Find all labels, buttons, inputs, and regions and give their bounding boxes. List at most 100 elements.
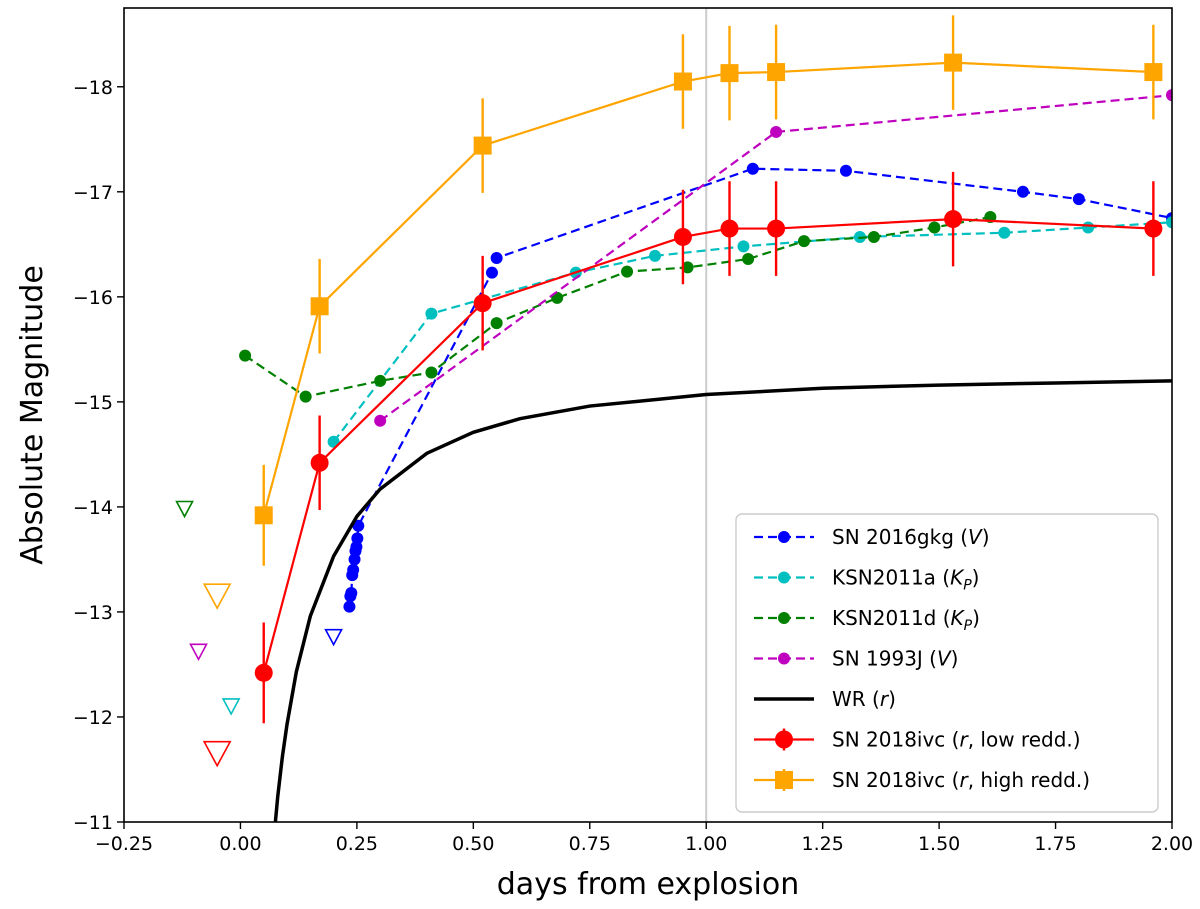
legend-name: SN 2016gkg ( (832, 525, 968, 549)
data-point (351, 532, 364, 545)
y-tick-label: −15 (73, 392, 113, 414)
legend-entry: SN 2016gkg (V) (754, 525, 990, 549)
data-point (770, 125, 783, 138)
data-point (473, 136, 492, 155)
legend-label: KSN2011a (KP) (832, 566, 979, 594)
data-point (944, 53, 963, 72)
legend-name: KSN2011a ( (832, 566, 950, 590)
legend-box (735, 513, 1159, 813)
legend-label: SN 2018ivc (r, low redd.) (832, 728, 1081, 752)
data-point (767, 63, 786, 82)
x-tick-label: 2.00 (1151, 833, 1193, 855)
legend-label: KSN2011d (KP) (832, 606, 980, 634)
y-tick-label: −14 (73, 497, 113, 519)
legend-marker (778, 612, 790, 624)
legend-band: V (968, 525, 983, 549)
y-tick-label: −16 (73, 287, 113, 309)
upper-limit-marker (202, 583, 232, 610)
legend-band: r (959, 768, 969, 792)
legend-label: SN 2018ivc (r, high redd.) (832, 768, 1090, 792)
data-point (374, 374, 387, 387)
x-tick-label: 0.00 (219, 833, 261, 855)
legend-entry: WR (r) (754, 687, 896, 711)
data-point (1166, 89, 1172, 102)
series-line (244, 215, 991, 398)
legend-entry: SN 2018ivc (r, high redd.) (754, 768, 1090, 792)
data-point (1144, 63, 1163, 82)
data-point (1082, 221, 1095, 234)
y-tick-label: −17 (73, 182, 113, 204)
legend-marker (778, 571, 790, 584)
legend-band: K (950, 566, 965, 590)
data-point (1016, 185, 1029, 198)
data-point (485, 266, 498, 279)
legend-marker (778, 652, 790, 665)
data-point (746, 162, 759, 175)
data-point (1144, 219, 1163, 238)
y-tick-label: −13 (73, 602, 113, 624)
legend-band-subscript: P (963, 578, 972, 594)
data-point (310, 297, 329, 316)
x-tick-label: 0.50 (452, 833, 494, 855)
upper-limits (175, 500, 343, 768)
data-point (374, 414, 387, 427)
y-tick-label: −12 (73, 707, 113, 729)
data-point (347, 563, 360, 576)
data-point (254, 663, 273, 682)
x-tick-label: 0.25 (336, 833, 378, 855)
data-point (254, 506, 273, 525)
legend-label: SN 1993J (V) (832, 647, 958, 671)
legend-band: r (959, 728, 969, 752)
series-0 (343, 162, 1172, 613)
upper-limit-marker (221, 698, 241, 716)
data-point (310, 453, 329, 472)
series-line (273, 379, 1172, 822)
x-tick-label: 1.75 (1034, 833, 1076, 855)
data-point (737, 240, 750, 253)
y-axis-label: Absolute Magnitude (15, 265, 50, 565)
data-point (1072, 193, 1085, 206)
data-point (867, 230, 880, 243)
data-point (839, 164, 852, 177)
data-point (720, 219, 739, 238)
series-5 (254, 171, 1163, 724)
series-line (262, 61, 1154, 516)
legend-name: WR ( (832, 687, 880, 711)
legend-label: WR (r) (832, 687, 896, 711)
data-point (742, 253, 755, 266)
legend-marker (778, 531, 790, 543)
plot-frame (123, 7, 1173, 823)
series-line (332, 221, 1172, 443)
plot-area (175, 8, 1172, 822)
data-point (648, 249, 661, 262)
legend-entry: SN 2018ivc (r, low redd.) (754, 728, 1081, 752)
plot-layer (175, 8, 1172, 822)
data-point (798, 235, 811, 248)
upper-limit-marker (324, 628, 343, 647)
legend-suffix: ) (982, 525, 990, 549)
data-point (944, 210, 963, 229)
data-point (681, 261, 694, 274)
series-line (262, 218, 1154, 674)
data-point (490, 251, 503, 264)
legend-suffix: ) (972, 566, 980, 590)
x-tick-label: 1.50 (918, 833, 960, 855)
data-point (767, 219, 786, 238)
legend-suffix: ) (972, 606, 980, 630)
x-axis-label: days from explosion (497, 867, 799, 902)
legend-marker (775, 771, 793, 789)
data-point (425, 307, 438, 320)
y-tick-label: −18 (73, 77, 113, 99)
data-point (425, 366, 438, 379)
axes-layer: −0.25 0.00 0.25 0.50 0.75 1.00 1.25 1.50 1.75 2.0… (15, 7, 1193, 902)
x-tick-label: 0.75 (569, 833, 611, 855)
legend-entry: KSN2011a (KP) (754, 566, 979, 594)
legend-entry: SN 1993J (V) (754, 647, 958, 671)
upper-limit-marker (202, 740, 232, 768)
y-tick-label: −11 (73, 812, 113, 834)
legend-name: SN 2018ivc ( (832, 768, 959, 792)
data-point (673, 72, 692, 91)
legend-name: SN 2018ivc ( (832, 728, 959, 752)
legend-suffix: ) (888, 687, 896, 711)
